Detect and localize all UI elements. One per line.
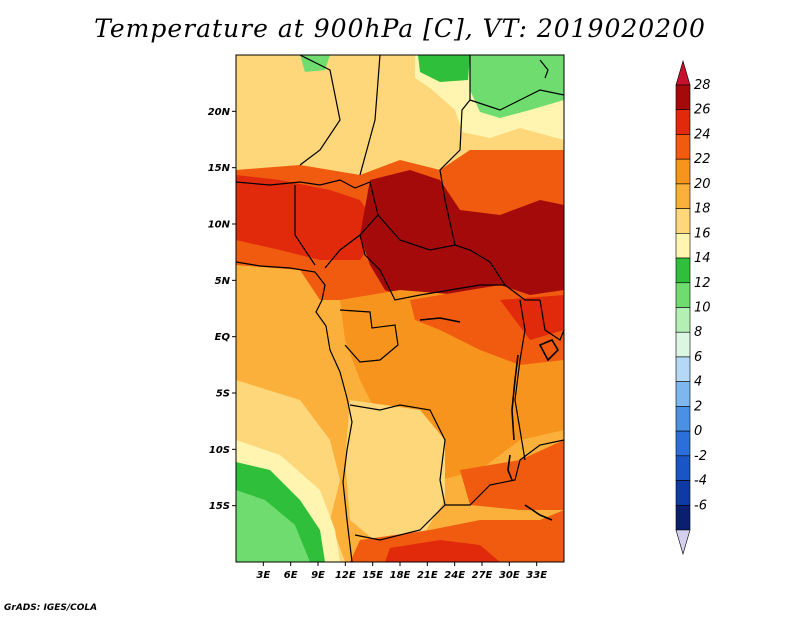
field-ne-green-12 xyxy=(470,55,564,118)
colorbar-label: 0 xyxy=(694,424,702,439)
lon-tick-label: 9E xyxy=(311,570,325,581)
grads-credit: GrADS: IGES/COLA xyxy=(4,603,98,613)
colorbar-swatch xyxy=(675,356,691,382)
colorbar-swatch xyxy=(675,430,691,457)
political-boundaries xyxy=(236,55,564,562)
lat-tick-label: 10N xyxy=(208,220,231,231)
border-car-south xyxy=(359,234,540,301)
field-sw-green-12 xyxy=(236,490,310,562)
chart-title: Temperature at 900hPa [C], VT: 201902020… xyxy=(94,14,706,43)
congo-river-fragment xyxy=(419,317,461,323)
border-algeria-niger xyxy=(299,55,341,166)
lake-mweru xyxy=(507,454,513,481)
border-sudan-egypt xyxy=(469,89,564,111)
lat-tick-label: 20N xyxy=(208,107,231,118)
border-niger-chad xyxy=(359,55,381,176)
colorbar-swatch xyxy=(675,455,691,481)
colorbar-swatch xyxy=(675,282,691,308)
border-east-drc xyxy=(514,299,526,461)
lon-tick-label: 24E xyxy=(444,570,465,581)
lat-tick-label: 15S xyxy=(209,501,230,512)
lake-victoria xyxy=(538,338,560,362)
lon-tick-label: 15E xyxy=(362,570,383,581)
longitude-axis: 3E 6E 9E 12E 15E 18E 21E 24E 27E 30E 33E xyxy=(256,562,547,581)
lon-tick-label: 3E xyxy=(256,570,270,581)
colorbar-swatch xyxy=(675,134,691,160)
colorbar-swatch xyxy=(675,381,691,407)
colorbar-swatch xyxy=(675,158,691,185)
colorbar-swatch xyxy=(675,331,691,358)
colorbar-swatch xyxy=(675,84,691,111)
field-angola-18-20 xyxy=(345,400,445,545)
latitude-axis: 20N 15N 10N 5N EQ 5S 10S 15S xyxy=(208,107,236,512)
colorbar-label: 14 xyxy=(694,251,711,266)
colorbar-swatch xyxy=(675,307,691,333)
lat-tick-label: 15N xyxy=(208,163,231,174)
field-west-sahel-26 xyxy=(236,175,380,260)
colorbar-swatch xyxy=(675,183,691,209)
colorbar-label: -6 xyxy=(694,498,707,513)
lon-tick-label: 27E xyxy=(472,570,493,581)
colorbar-swatch xyxy=(675,504,691,531)
lat-tick-label: 10S xyxy=(209,445,230,456)
lat-tick-label: 5N xyxy=(215,276,231,287)
colorbar-label: -4 xyxy=(694,474,707,489)
colorbar-label: 16 xyxy=(694,226,711,241)
colorbar-swatch xyxy=(675,233,691,259)
border-gabon-congo xyxy=(339,309,399,363)
colorbar-top-triangle xyxy=(675,59,691,86)
colorbar-label: 6 xyxy=(694,350,702,365)
border-uganda xyxy=(539,299,564,341)
border-zambia xyxy=(445,439,564,506)
colorbar-swatch xyxy=(675,257,691,284)
field-core-28 xyxy=(360,170,564,300)
colorbar-label: 26 xyxy=(694,103,711,118)
lon-tick-label: 18E xyxy=(390,570,411,581)
field-south-26 xyxy=(385,540,500,562)
field-sahara-patch xyxy=(260,70,360,140)
colorbar-label: -2 xyxy=(694,449,707,464)
colorbar-label: 22 xyxy=(694,152,711,167)
colorbar-label: 4 xyxy=(694,375,702,390)
lon-tick-label: 12E xyxy=(335,570,356,581)
lon-tick-label: 30E xyxy=(499,570,520,581)
field-ne-green-14 xyxy=(418,55,470,82)
lon-tick-label: 21E xyxy=(417,570,438,581)
colorbar-label: 8 xyxy=(694,325,702,340)
colorbar-label: 18 xyxy=(694,202,711,217)
colorbar-label: 12 xyxy=(694,276,711,291)
colorbar-swatch xyxy=(675,109,691,135)
colorbar-bottom-triangle xyxy=(675,529,691,556)
lon-tick-label: 6E xyxy=(284,570,298,581)
lat-tick-label: 5S xyxy=(216,389,230,400)
colorbar-swatch xyxy=(675,406,691,432)
nile-fragment xyxy=(539,59,549,79)
border-angola xyxy=(349,404,446,541)
lon-tick-label: 33E xyxy=(526,570,547,581)
colorbar-label: 24 xyxy=(694,127,711,142)
field-east-26 xyxy=(500,295,564,340)
temperature-field xyxy=(236,55,564,562)
colorbar-label: 20 xyxy=(694,177,711,192)
field-se-24 xyxy=(460,440,564,510)
border-benin xyxy=(294,185,316,266)
colorbar-label: 28 xyxy=(694,78,711,93)
lakes xyxy=(419,317,560,521)
border-niger-nigeria xyxy=(236,179,371,189)
lake-kariba xyxy=(524,504,553,521)
colorbar-label: 2 xyxy=(694,399,702,414)
colorbar-label: 10 xyxy=(694,301,711,316)
colorbar-swatch xyxy=(675,480,691,506)
lat-tick-label: EQ xyxy=(215,332,231,343)
colorbar-swatch xyxy=(675,208,691,234)
atlantic-coastline xyxy=(236,261,353,562)
lake-tanganyika xyxy=(511,354,519,441)
